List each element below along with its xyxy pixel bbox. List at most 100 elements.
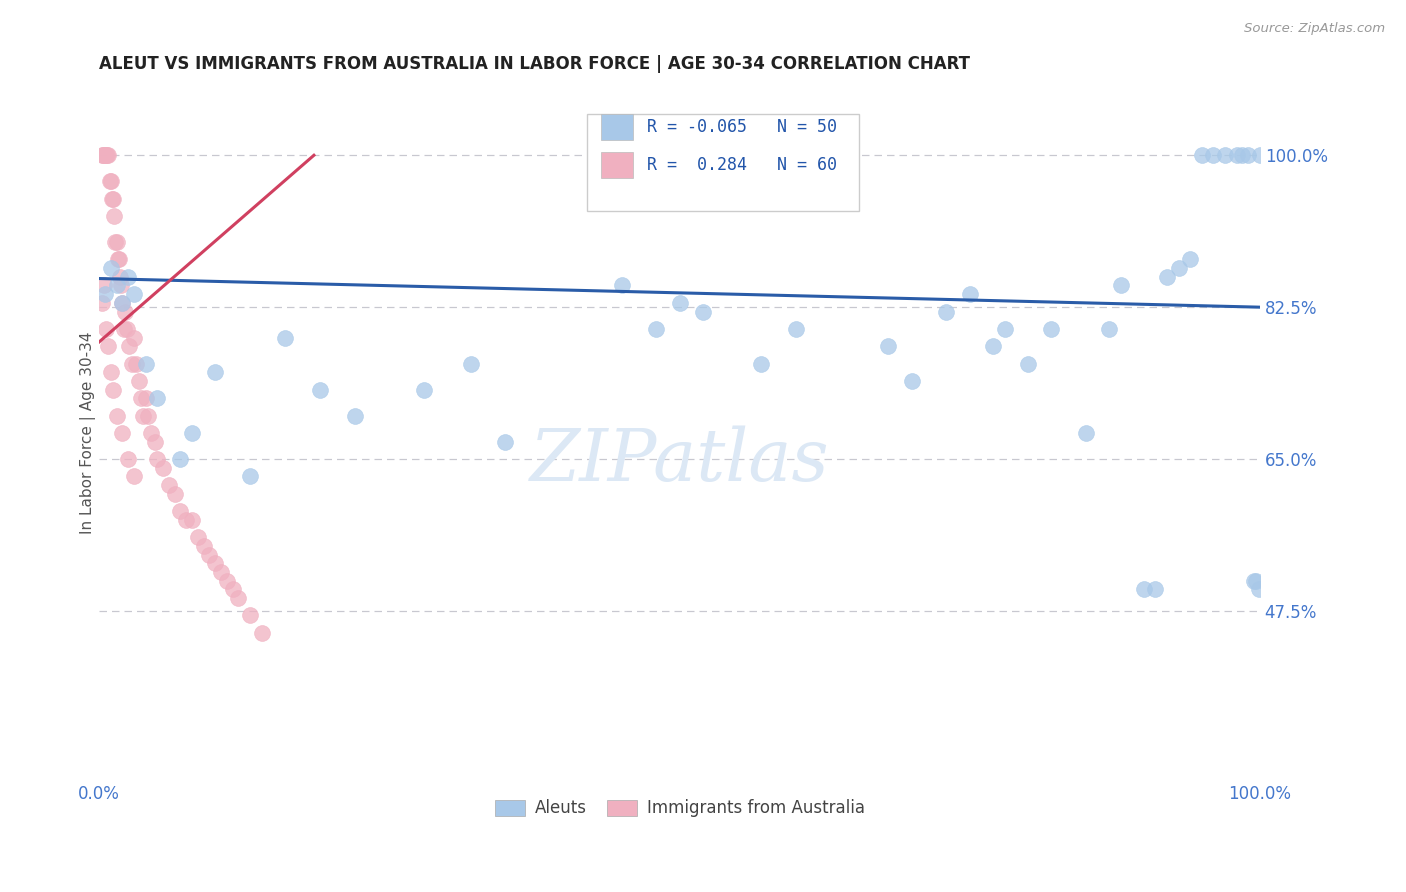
Point (1017, 357, 1039, 371)
Point (111, 296, 134, 310)
Point (215, 574, 238, 588)
Point (128, 374, 150, 388)
Point (163, 487, 186, 501)
Point (494, 434, 516, 449)
Point (204, 365, 226, 379)
Point (181, 513, 204, 527)
FancyBboxPatch shape (586, 113, 859, 211)
Text: R = -0.065   N = 50: R = -0.065 N = 50 (647, 118, 837, 136)
Point (193, 539, 215, 553)
Point (100, 174, 122, 188)
Point (274, 330, 297, 344)
Point (93, 148, 115, 162)
Point (94, 287, 117, 301)
Point (343, 409, 366, 423)
Point (981, 339, 1004, 353)
Point (125, 357, 148, 371)
Point (152, 460, 174, 475)
Point (107, 252, 129, 267)
Point (900, 374, 922, 388)
Point (308, 383, 330, 397)
Point (1247, 582, 1270, 597)
Point (1243, 574, 1265, 588)
Point (96, 322, 118, 336)
Point (204, 556, 226, 570)
Point (169, 504, 191, 518)
Y-axis label: In Labor Force | Age 30-34: In Labor Force | Age 30-34 (80, 332, 96, 534)
Point (97, 148, 120, 162)
Point (1191, 148, 1213, 162)
Point (115, 322, 138, 336)
Point (1249, 148, 1271, 162)
Text: Source: ZipAtlas.com: Source: ZipAtlas.com (1244, 22, 1385, 36)
Point (96, 148, 118, 162)
Point (136, 409, 159, 423)
Point (187, 530, 209, 544)
Point (1133, 582, 1156, 597)
Point (111, 425, 134, 440)
Point (101, 192, 124, 206)
Point (250, 625, 273, 640)
Point (112, 322, 135, 336)
Point (1156, 269, 1178, 284)
Point (141, 425, 163, 440)
Point (1213, 148, 1236, 162)
Point (135, 392, 157, 406)
Point (118, 339, 141, 353)
Text: ALEUT VS IMMIGRANTS FROM AUSTRALIA IN LABOR FORCE | AGE 30-34 CORRELATION CHART: ALEUT VS IMMIGRANTS FROM AUSTRALIA IN LA… (100, 55, 970, 73)
Point (668, 296, 690, 310)
Point (1246, 574, 1268, 588)
Point (114, 304, 136, 318)
Point (169, 452, 191, 467)
Point (460, 357, 482, 371)
Point (198, 548, 221, 562)
Point (103, 209, 125, 223)
Point (228, 591, 250, 605)
Legend: Aleuts, Immigrants from Australia: Aleuts, Immigrants from Australia (488, 793, 872, 824)
Point (117, 269, 139, 284)
FancyBboxPatch shape (600, 113, 633, 140)
Point (146, 392, 169, 406)
Point (993, 322, 1015, 336)
Point (110, 278, 132, 293)
Point (1202, 148, 1225, 162)
Point (157, 478, 180, 492)
Point (959, 287, 981, 301)
Point (1074, 425, 1097, 440)
Point (1226, 148, 1249, 162)
Text: ZIPatlas: ZIPatlas (530, 425, 830, 496)
Point (610, 278, 633, 293)
Point (129, 392, 152, 406)
Point (135, 357, 157, 371)
Point (785, 322, 807, 336)
Point (104, 235, 127, 249)
Point (122, 469, 145, 483)
Point (105, 278, 128, 293)
Point (90, 296, 112, 310)
Point (645, 322, 668, 336)
Point (91, 148, 114, 162)
Point (143, 434, 166, 449)
Point (181, 425, 204, 440)
Point (239, 469, 262, 483)
Point (96, 148, 118, 162)
Point (98, 174, 121, 188)
Point (749, 357, 772, 371)
Point (413, 383, 436, 397)
Point (105, 235, 128, 249)
Point (1167, 261, 1189, 276)
Point (111, 296, 134, 310)
Point (117, 452, 139, 467)
Point (90, 148, 112, 162)
FancyBboxPatch shape (600, 152, 633, 178)
Point (97, 339, 120, 353)
Point (121, 357, 143, 371)
Point (209, 565, 232, 579)
Point (1237, 148, 1260, 162)
Point (101, 192, 124, 206)
Point (93, 278, 115, 293)
Point (239, 608, 262, 623)
Point (1098, 322, 1121, 336)
Point (1039, 322, 1062, 336)
Point (94, 148, 117, 162)
